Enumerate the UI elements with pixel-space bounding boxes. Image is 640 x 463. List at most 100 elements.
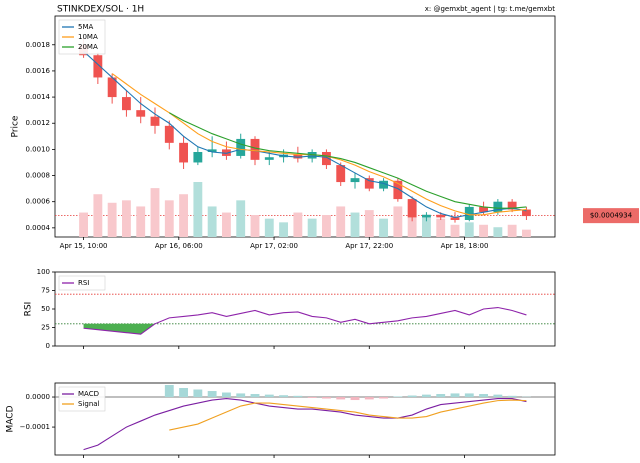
candle-body (464, 206, 474, 220)
candle-body (264, 157, 274, 160)
legend-label: 5MA (78, 23, 93, 31)
price-label-box (583, 208, 639, 224)
y-axis-label: RSI (24, 302, 34, 317)
candle-body (236, 138, 246, 156)
histogram-bar (336, 397, 346, 400)
candle-body (422, 214, 431, 218)
histogram-bar (364, 397, 374, 400)
x-tick-label: Apr 18, 18:00 (441, 242, 489, 250)
volume-bar (222, 212, 231, 237)
series-line (83, 397, 527, 451)
histogram-bar (307, 397, 317, 398)
volume-bar (207, 206, 217, 237)
volume-bar (493, 227, 503, 237)
volume-bar (350, 212, 360, 237)
candle-body (93, 55, 103, 78)
y-axis-label: Price (11, 115, 21, 137)
volume-bar (122, 200, 131, 237)
candle-body (507, 201, 517, 210)
y-tick-label: 100 (37, 268, 50, 276)
volume-bar (464, 222, 474, 237)
y-tick-label: 0.0016 (26, 67, 51, 75)
y-tick-label: 0.0004 (26, 224, 51, 232)
price-label: $0.0004934 (590, 212, 633, 220)
legend-label: 20MA (78, 43, 98, 51)
volume-bar (322, 215, 331, 237)
candle-body (479, 206, 488, 213)
candle-body (436, 214, 446, 218)
legend-label: 10MA (78, 33, 98, 41)
series-line (169, 399, 527, 431)
volume-bar (393, 206, 403, 237)
candle-body (150, 116, 160, 126)
y-tick-label: 0 (46, 342, 50, 350)
plot-frame (54, 15, 556, 238)
histogram-bar (450, 393, 460, 398)
volume-bar (307, 218, 317, 237)
plot-frame (54, 271, 556, 347)
y-tick-label: 25 (41, 324, 50, 332)
histogram-bar (479, 394, 488, 398)
oversold-fill (83, 323, 155, 335)
series-line (169, 112, 527, 209)
volume-bar (507, 224, 517, 237)
volume-bar (150, 188, 160, 237)
y-tick-label: 0.0018 (26, 41, 51, 49)
volume-bar (293, 212, 303, 237)
histogram-bar (222, 392, 231, 398)
volume-bar (236, 200, 246, 237)
candle-body (350, 178, 360, 183)
volume-bar (479, 224, 488, 237)
y-tick-label: 0.0010 (26, 145, 51, 153)
volume-bar (107, 202, 117, 237)
histogram-bar (393, 396, 403, 398)
volume-bar (364, 210, 374, 237)
volume-bar (422, 215, 431, 237)
candle-body (193, 152, 203, 163)
candle-body (407, 199, 417, 218)
histogram-bar (350, 397, 360, 401)
series-line (83, 50, 527, 218)
y-tick-label: 0.0014 (26, 93, 51, 101)
candle-body (450, 217, 460, 220)
candle-body (336, 165, 346, 183)
histogram-bar (264, 394, 274, 398)
y-tick-label: 0.0012 (26, 119, 51, 127)
histogram-bar (236, 393, 246, 398)
legend-box (58, 275, 106, 291)
y-tick-label: 50 (41, 305, 50, 313)
y-tick-label: 0.0008 (26, 172, 51, 180)
y-axis-label: MACD (6, 405, 16, 432)
series-line (111, 73, 527, 216)
candle-body (164, 125, 174, 143)
volume-bar (136, 206, 146, 237)
histogram-bar (464, 393, 474, 398)
candle-body (522, 209, 531, 217)
candle-body (379, 180, 388, 189)
candle-body (493, 201, 503, 213)
histogram-bar (193, 389, 203, 398)
candle-body (107, 77, 117, 98)
candle-body (122, 97, 131, 111)
volume-bar (193, 182, 203, 237)
y-tick-label: 0.0006 (26, 198, 51, 206)
histogram-bar (407, 395, 417, 398)
histogram-bar (279, 395, 288, 398)
legend-label: Signal (78, 400, 100, 408)
y-tick-label: −0.0001 (20, 423, 50, 431)
candle-body (322, 152, 331, 166)
histogram-bar (422, 394, 431, 398)
candle-body (207, 149, 217, 152)
x-tick-label: Apr 17, 22:00 (345, 242, 393, 250)
chart-title: STINKDEX/SOL · 1H (57, 5, 144, 15)
x-tick-label: Apr 17, 02:00 (250, 242, 298, 250)
histogram-bar (293, 395, 303, 398)
histogram-bar (250, 394, 260, 398)
volume-bar (336, 206, 346, 237)
volume-bar (379, 218, 388, 237)
candle-body (250, 138, 260, 160)
histogram-bar (164, 385, 174, 398)
x-tick-label: Apr 16, 06:00 (155, 242, 203, 250)
histogram-bar (436, 394, 446, 398)
